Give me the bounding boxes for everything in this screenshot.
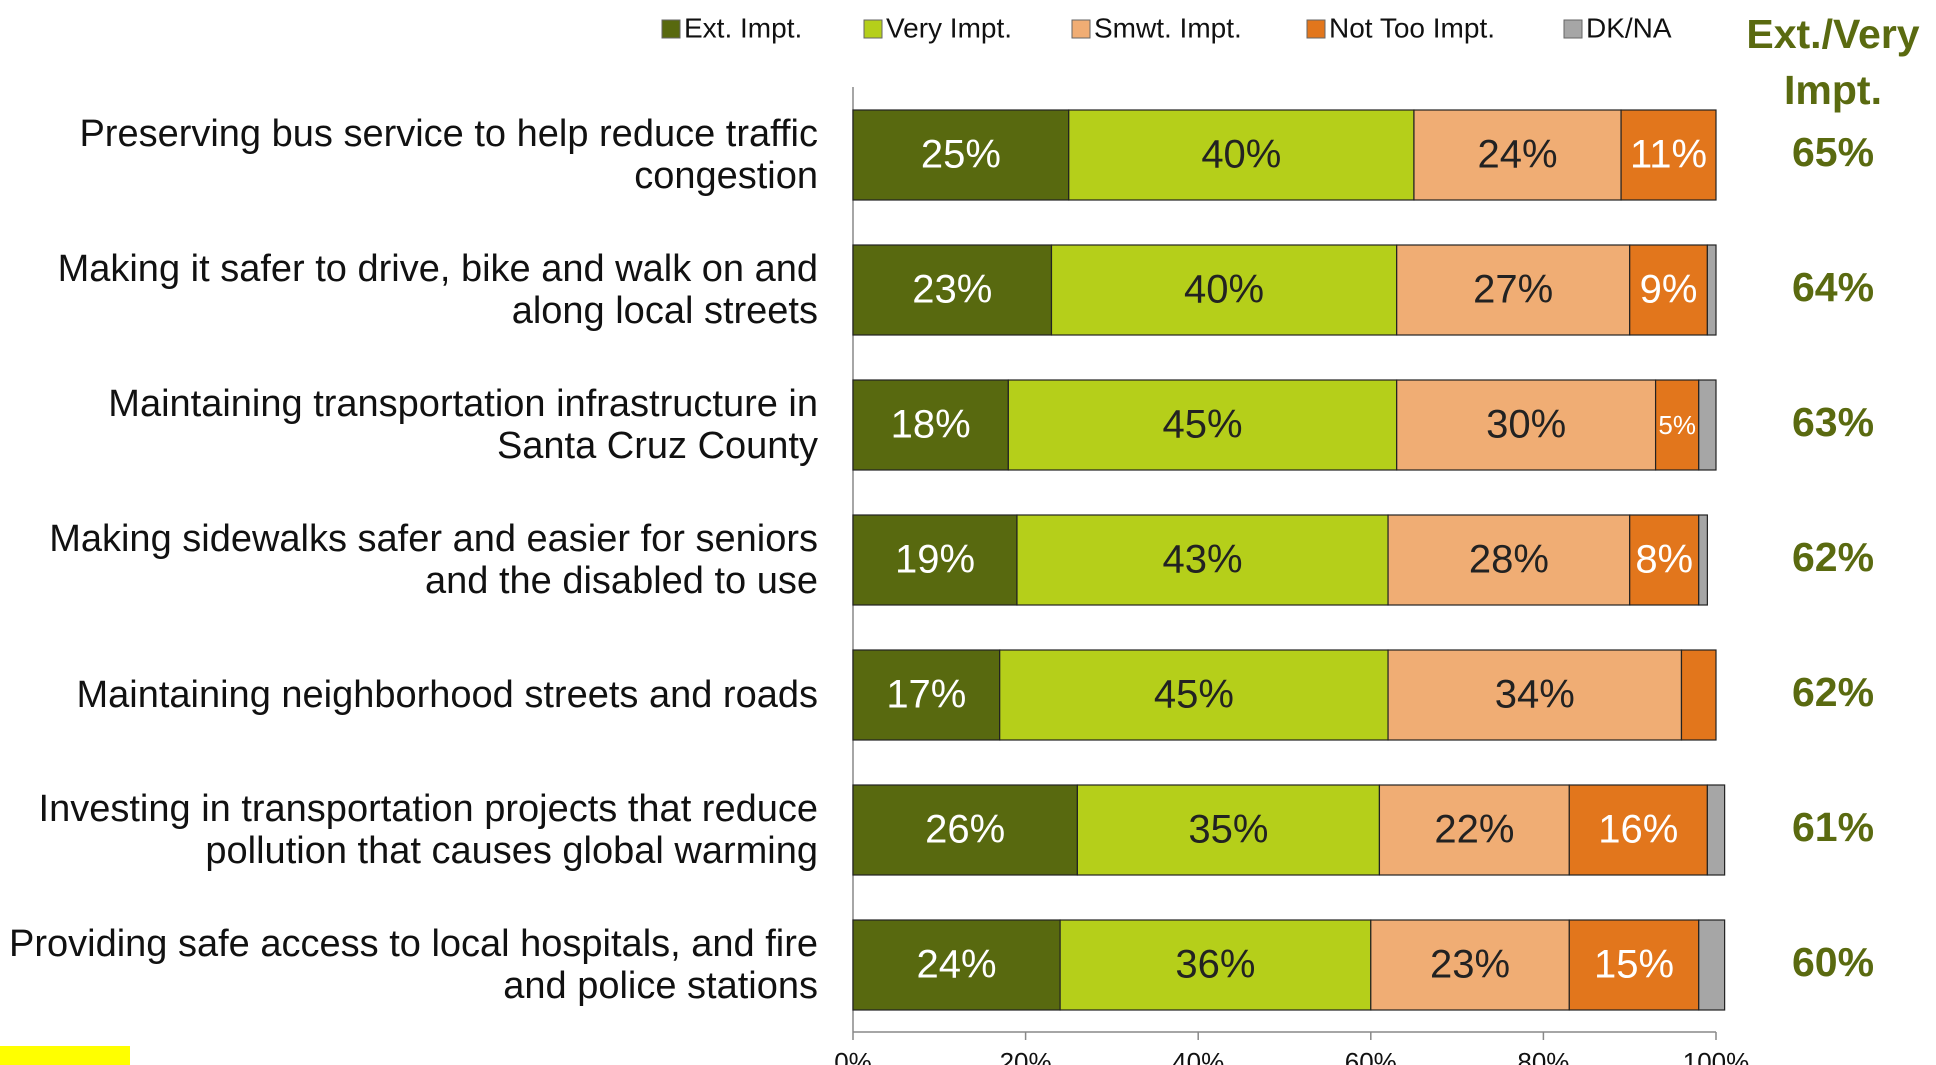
- value-label: 28%: [1469, 538, 1549, 582]
- bar-segment: [1007, 379, 1398, 471]
- value-label: 35%: [1188, 808, 1268, 852]
- bar-segment: [1059, 919, 1372, 1011]
- x-tick-label: 40%: [1172, 1047, 1224, 1065]
- bar-segment: [852, 514, 1018, 606]
- value-label: 45%: [1154, 673, 1234, 717]
- value-label: 30%: [1486, 403, 1566, 447]
- total-label: 64%: [1792, 264, 1874, 310]
- value-label: 23%: [1430, 943, 1510, 987]
- legend-swatch: [661, 19, 681, 39]
- bar-segment: [1568, 919, 1700, 1011]
- bar-segment: [1413, 109, 1622, 201]
- legend-label: Not Too Impt.: [1329, 12, 1495, 43]
- bar-segment: [852, 784, 1078, 876]
- legend-swatch: [1306, 19, 1326, 39]
- bar-segment: [1068, 109, 1415, 201]
- value-label: 16%: [1598, 808, 1678, 852]
- value-label: 40%: [1201, 133, 1281, 177]
- bar-segment: [1076, 784, 1381, 876]
- value-label: 26%: [925, 808, 1005, 852]
- value-label: 25%: [921, 133, 1001, 177]
- value-label: 19%: [895, 538, 975, 582]
- value-label: 24%: [917, 943, 997, 987]
- bar-segment: [1698, 379, 1717, 471]
- value-label: 45%: [1162, 403, 1242, 447]
- legend-swatch: [1563, 19, 1583, 39]
- x-tick-label: 60%: [1345, 1047, 1397, 1065]
- bar-segment: [852, 244, 1053, 336]
- value-label: 43%: [1162, 538, 1242, 582]
- bar-segment: [1387, 514, 1631, 606]
- category-label: Investing in transportation projects tha…: [38, 788, 818, 872]
- category-label: Preserving bus service to help reduce tr…: [79, 113, 818, 197]
- bar-segment: [1050, 244, 1398, 336]
- legend-label: Ext. Impt.: [684, 12, 802, 43]
- bar-segment: [1654, 379, 1700, 471]
- x-tick-label: 80%: [1517, 1047, 1569, 1065]
- legend-label: DK/NA: [1586, 12, 1672, 43]
- value-label: 22%: [1434, 808, 1514, 852]
- value-label: 5%: [1658, 410, 1696, 440]
- value-label: 40%: [1184, 268, 1264, 312]
- bar-segment: [1620, 109, 1717, 201]
- legend-label: Very Impt.: [886, 12, 1012, 43]
- bar-segment: [852, 649, 1001, 741]
- value-label: 36%: [1175, 943, 1255, 987]
- bar-segment: [1016, 514, 1389, 606]
- bar-segment: [852, 919, 1061, 1011]
- bar-segment: [1568, 784, 1708, 876]
- total-label: 63%: [1792, 399, 1874, 445]
- logo-box: [0, 1046, 130, 1065]
- bar-segment: [1629, 514, 1700, 606]
- category-label: Making sidewalks safer and easier for se…: [49, 518, 818, 602]
- total-label: 62%: [1792, 669, 1874, 715]
- bar-segment: [852, 109, 1070, 201]
- value-label: 15%: [1594, 943, 1674, 987]
- bar-segment: [1396, 379, 1657, 471]
- legend-label: Smwt. Impt.: [1094, 12, 1242, 43]
- bar-segment: [1706, 244, 1717, 336]
- x-tick-label: 100%: [1683, 1047, 1750, 1065]
- x-tick-label: 20%: [1000, 1047, 1052, 1065]
- bar-segment: [1698, 514, 1708, 606]
- value-label: 8%: [1635, 538, 1693, 582]
- value-label: 24%: [1477, 133, 1557, 177]
- bar-segment: [1629, 244, 1708, 336]
- bar-segment: [1680, 649, 1717, 741]
- category-label: Making it safer to drive, bike and walk …: [57, 248, 818, 332]
- category-label: Maintaining neighborhood streets and roa…: [76, 674, 818, 716]
- category-label: Providing safe access to local hospitals…: [9, 923, 818, 1007]
- total-label: 61%: [1792, 804, 1874, 850]
- legend-swatch: [863, 19, 883, 39]
- x-tick-label: 0%: [834, 1047, 872, 1065]
- value-label: 27%: [1473, 268, 1553, 312]
- total-label: 62%: [1792, 534, 1874, 580]
- bar-segment: [1378, 784, 1570, 876]
- bar-segment: [1706, 784, 1726, 876]
- category-label: Maintaining transportation infrastructur…: [108, 383, 818, 467]
- value-label: 17%: [886, 673, 966, 717]
- total-label: 65%: [1792, 129, 1874, 175]
- value-label: 9%: [1640, 268, 1698, 312]
- bar-segment: [1396, 244, 1631, 336]
- value-label: 23%: [912, 268, 992, 312]
- total-label: 60%: [1792, 939, 1874, 985]
- bar-segment: [1370, 919, 1570, 1011]
- totals-title: Ext./Very Impt.: [1746, 11, 1920, 113]
- bar-segment: [1698, 919, 1726, 1011]
- value-label: 11%: [1630, 133, 1707, 177]
- value-label: 34%: [1495, 673, 1575, 717]
- value-label: 18%: [891, 403, 971, 447]
- bar-segment: [999, 649, 1389, 741]
- bar-segment: [1387, 649, 1683, 741]
- legend-swatch: [1071, 19, 1091, 39]
